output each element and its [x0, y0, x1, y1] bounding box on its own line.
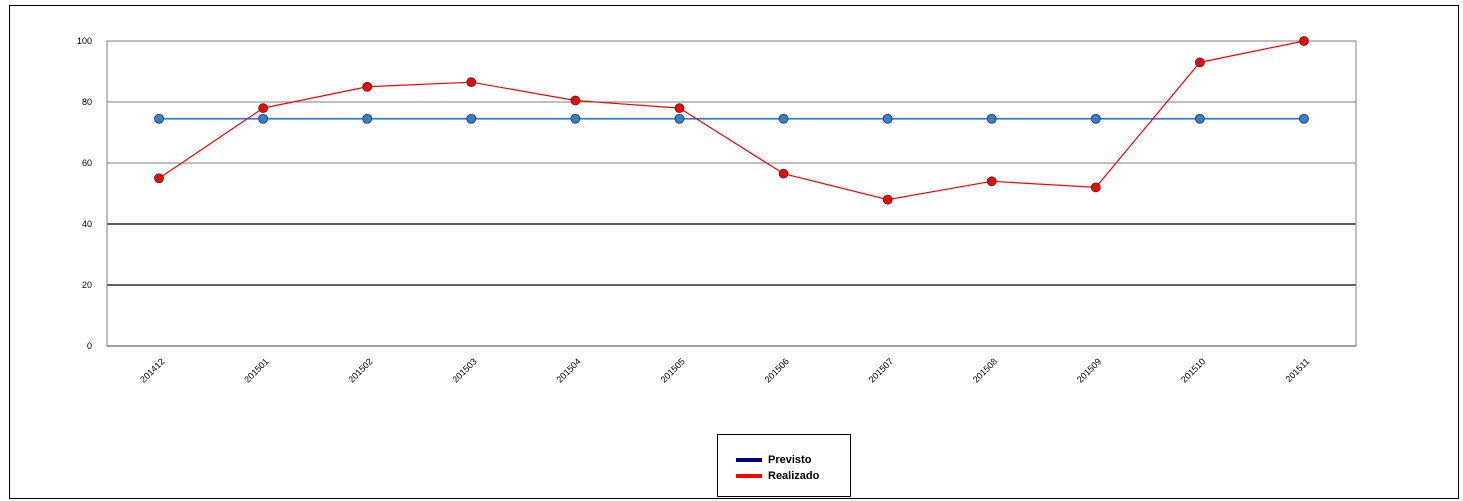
data-point-previsto — [466, 113, 477, 124]
legend-item-previsto: Previsto — [736, 453, 811, 467]
chart-frame — [9, 5, 1459, 499]
legend-item-realizado: Realizado — [736, 469, 819, 483]
y-tick-label: 100 — [77, 36, 92, 46]
data-point-realizado — [570, 95, 581, 106]
legend-label-realizado: Realizado — [768, 470, 820, 482]
gridlines — [107, 40, 1356, 347]
x-tick-label: 201506 — [763, 356, 791, 384]
legend: Previsto Realizado — [717, 434, 851, 497]
x-tick-label: 201504 — [554, 356, 582, 384]
legend-swatch-realizado — [736, 474, 762, 478]
data-point-previsto — [1194, 113, 1205, 124]
x-tick-label: 201505 — [659, 356, 687, 384]
data-point-realizado — [1194, 57, 1205, 68]
data-point-realizado — [778, 168, 789, 179]
data-point-realizado — [882, 194, 893, 205]
x-tick-label: 201503 — [450, 356, 478, 384]
data-point-previsto — [154, 113, 164, 124]
x-tick-label: 201412 — [138, 356, 166, 384]
x-tick-label: 201509 — [1075, 356, 1103, 384]
x-tick-label: 201511 — [1284, 356, 1312, 384]
data-point-previsto — [986, 113, 997, 124]
y-tick-label: 0 — [87, 341, 92, 351]
data-point-realizado — [362, 81, 373, 92]
data-point-realizado — [986, 176, 997, 187]
y-tick-label: 60 — [82, 158, 92, 168]
x-tick-label: 201507 — [867, 356, 895, 384]
plot-area-border — [106, 40, 1357, 347]
data-point-previsto — [258, 113, 269, 124]
data-point-previsto — [1090, 113, 1101, 124]
series-lines — [158, 40, 1305, 201]
y-tick-label: 20 — [82, 280, 92, 290]
series-line-realizado — [158, 40, 1305, 201]
data-point-previsto — [1299, 113, 1309, 124]
data-point-realizado — [1090, 182, 1101, 193]
x-tick-label: 201501 — [242, 356, 270, 384]
data-point-realizado — [674, 103, 685, 113]
legend-swatch-previsto — [736, 458, 762, 462]
y-tick-label: 80 — [82, 97, 92, 107]
data-point-previsto — [570, 113, 581, 124]
x-tick-label: 201508 — [971, 356, 999, 384]
data-point-previsto — [882, 113, 893, 124]
y-tick-label: 40 — [82, 219, 92, 229]
legend-label-previsto: Previsto — [768, 454, 812, 466]
data-point-previsto — [778, 113, 789, 124]
x-axis-ticks: 201412 201501 201502 201503 201504 201505 2015… — [138, 356, 1311, 384]
data-point-previsto — [674, 113, 685, 124]
data-point-realizado — [466, 77, 477, 88]
data-point-previsto — [362, 113, 373, 124]
x-tick-label: 201510 — [1179, 356, 1207, 384]
series-markers — [154, 36, 1309, 205]
x-tick-label: 201502 — [346, 356, 374, 384]
y-axis-ticks: 0 20 40 60 80 100 — [77, 36, 92, 351]
data-point-realizado — [258, 103, 269, 113]
data-point-realizado — [1299, 36, 1309, 46]
data-point-realizado — [154, 173, 164, 184]
